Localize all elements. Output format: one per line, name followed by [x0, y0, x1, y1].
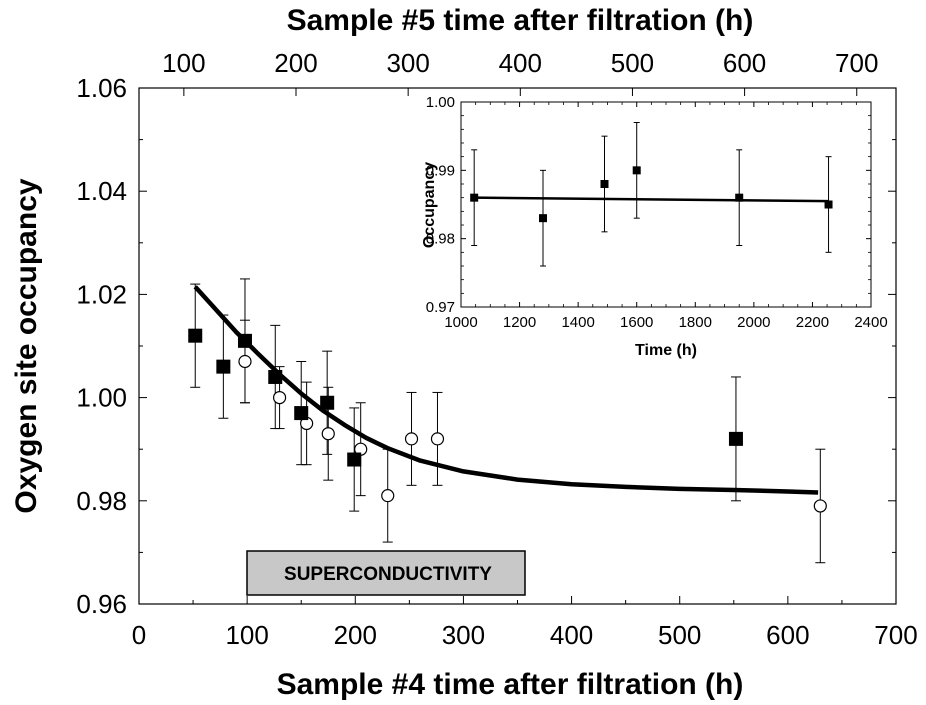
x2-tick-label: 300 — [386, 48, 429, 78]
open-circle-point — [381, 489, 395, 503]
open-circle-point — [321, 427, 335, 441]
inset-y-tick-label: 0.98 — [426, 231, 455, 248]
inset-x-tick-label: 1600 — [620, 314, 653, 331]
inset-square-point — [824, 200, 833, 209]
y-tick-label: 0.98 — [76, 486, 127, 516]
x-tick-label: 300 — [442, 620, 485, 650]
x-tick-label: 200 — [334, 620, 377, 650]
annotation-label: SUPERCONDUCTIVITY — [284, 564, 492, 585]
inset-square-point — [600, 180, 609, 188]
x-tick-label: 700 — [874, 620, 917, 650]
open-circle-point — [238, 354, 252, 369]
inset-x-tick-label: 2200 — [796, 314, 829, 331]
x-tick-label: 400 — [550, 620, 593, 650]
inset-x-tick-label: 2000 — [737, 314, 770, 331]
y-tick-label: 0.96 — [76, 589, 127, 619]
open-circle-point — [404, 432, 419, 446]
main-tick-labels: 0 100 200 300 400 500 600 700 100 200 300 400 500 600… — [76, 48, 917, 650]
x-tick-label: 100 — [225, 620, 268, 650]
inset-square-point — [470, 193, 479, 202]
inset-x-tick-label: 2400 — [854, 314, 887, 331]
inset-x-axis-title: Time (h) — [635, 342, 697, 359]
filled-square-point — [268, 369, 283, 384]
inset-x-tick-label: 1800 — [679, 314, 712, 331]
x-tick-label: 500 — [658, 620, 701, 650]
y-tick-label: 1.00 — [76, 383, 127, 413]
y-axis-title: Oxygen site occupancy — [10, 178, 43, 513]
inset-y-tick-label: 0.97 — [426, 299, 455, 316]
inset-square-point — [632, 166, 641, 175]
open-circle-point — [813, 499, 827, 513]
filled-square-point — [216, 359, 231, 374]
x2-tick-label: 600 — [723, 48, 766, 78]
inset-x-tick-label: 1200 — [503, 314, 536, 331]
y-tick-label: 1.04 — [76, 176, 127, 206]
annotation-box — [246, 550, 526, 596]
x-tick-label: 600 — [766, 620, 809, 650]
open-circle-point — [430, 432, 445, 446]
inset-fit-line — [474, 196, 829, 203]
inset-plot-frame — [460, 101, 872, 308]
filled-square-point — [237, 333, 252, 348]
inset-x-tick-label: 1000 — [444, 314, 477, 331]
x-axis-title: Sample #4 time after filtration (h) — [277, 668, 744, 701]
inset-y-axis-title: Occupancy — [421, 162, 438, 248]
filled-square-point — [347, 452, 362, 467]
inset-y-tick-label: 1.00 — [426, 94, 455, 111]
x2-tick-label: 500 — [611, 48, 654, 78]
fit-curve — [193, 285, 819, 495]
inset-square-point — [735, 193, 744, 202]
inset-x-tick-label: 1400 — [561, 314, 594, 331]
open-circle-point — [272, 391, 287, 405]
inset-square-point — [539, 214, 547, 223]
filled-square-point — [188, 328, 203, 343]
x2-axis-title: Sample #5 time after filtration (h) — [287, 4, 754, 37]
inset-y-tick-label: 0.99 — [426, 162, 455, 179]
x2-tick-label: 400 — [499, 48, 542, 78]
x2-tick-label: 100 — [162, 48, 205, 78]
x-tick-label: 0 — [132, 620, 146, 650]
inset-tick-labels: 1000 1200 1400 1600 1800 2000 2200 2400 0.97 0.98… — [426, 94, 888, 331]
filled-square-point — [320, 395, 335, 410]
main-plot-marks — [188, 278, 827, 564]
inset-plot-marks — [470, 122, 833, 267]
main-axis-ticks — [138, 87, 897, 605]
y-tick-label: 1.06 — [76, 73, 127, 103]
filled-square-point — [728, 431, 743, 446]
x2-tick-label: 200 — [274, 48, 317, 78]
filled-square-point — [294, 406, 309, 421]
superconductivity-annotation: SUPERCONDUCTIVITY — [246, 550, 526, 596]
x2-tick-label: 700 — [835, 48, 878, 78]
y-tick-label: 1.02 — [76, 279, 127, 309]
inset-axis-ticks — [460, 101, 872, 308]
